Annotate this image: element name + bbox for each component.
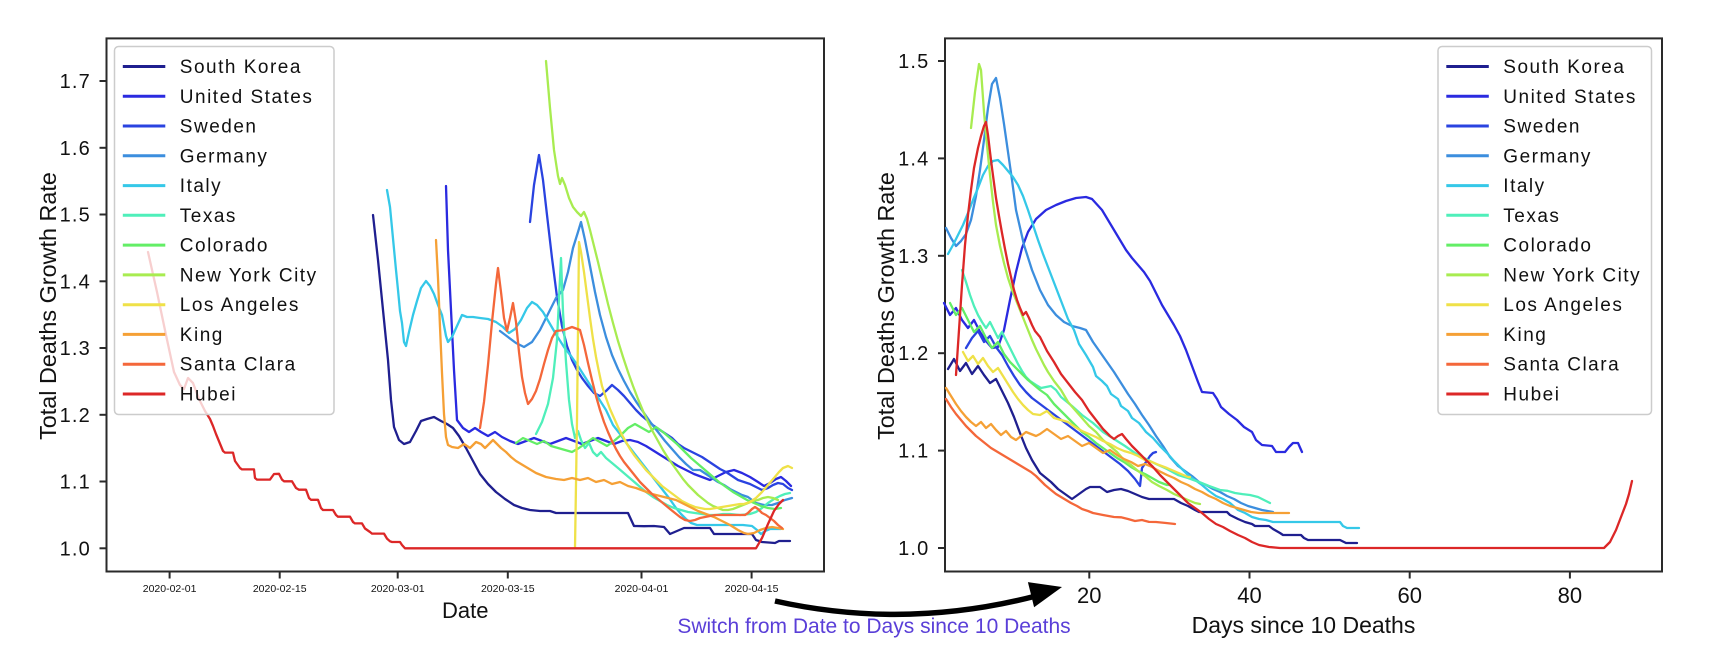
svg-text:2020-04-01: 2020-04-01: [615, 583, 669, 595]
svg-text:United States: United States: [180, 87, 314, 108]
svg-text:Sweden: Sweden: [1503, 117, 1581, 138]
svg-text:Los Angeles: Los Angeles: [1503, 295, 1623, 316]
svg-text:Total Deaths Growth Rate: Total Deaths Growth Rate: [35, 172, 61, 440]
svg-text:Texas: Texas: [180, 206, 237, 227]
svg-text:2020-03-01: 2020-03-01: [371, 583, 425, 595]
svg-text:Santa Clara: Santa Clara: [1503, 355, 1620, 376]
svg-text:United States: United States: [1503, 87, 1637, 108]
svg-text:Germany: Germany: [180, 146, 269, 167]
svg-text:Germany: Germany: [1503, 146, 1592, 167]
svg-text:New York City: New York City: [1503, 265, 1641, 286]
svg-text:South Korea: South Korea: [180, 57, 302, 78]
svg-text:Hubei: Hubei: [180, 385, 237, 406]
svg-text:South Korea: South Korea: [1503, 57, 1625, 78]
svg-text:1.0: 1.0: [60, 538, 91, 560]
svg-text:1.2: 1.2: [60, 405, 91, 427]
svg-text:New York City: New York City: [180, 265, 318, 286]
svg-text:2020-03-15: 2020-03-15: [481, 583, 535, 595]
svg-text:Hubei: Hubei: [1503, 385, 1560, 406]
svg-text:1.0: 1.0: [898, 538, 929, 560]
svg-text:Italy: Italy: [1503, 176, 1545, 197]
svg-text:2020-04-15: 2020-04-15: [725, 583, 779, 595]
svg-text:1.5: 1.5: [60, 205, 91, 227]
svg-text:Sweden: Sweden: [180, 117, 258, 138]
svg-text:1.4: 1.4: [898, 148, 929, 170]
svg-text:Colorado: Colorado: [180, 236, 269, 257]
svg-text:1.1: 1.1: [60, 472, 91, 494]
svg-text:Santa Clara: Santa Clara: [180, 355, 297, 376]
svg-text:2020-02-01: 2020-02-01: [143, 583, 197, 595]
svg-text:Texas: Texas: [1503, 206, 1560, 227]
svg-text:Date: Date: [442, 598, 488, 623]
svg-text:20: 20: [1077, 583, 1101, 608]
svg-text:80: 80: [1558, 583, 1582, 608]
svg-text:Italy: Italy: [180, 176, 222, 197]
svg-text:Switch from Date to Days since: Switch from Date to Days since 10 Deaths: [677, 615, 1070, 638]
svg-text:60: 60: [1397, 583, 1421, 608]
svg-text:Los Angeles: Los Angeles: [180, 295, 300, 316]
svg-text:King: King: [1503, 325, 1547, 346]
svg-text:1.6: 1.6: [60, 138, 91, 160]
svg-text:1.4: 1.4: [60, 271, 91, 293]
svg-text:1.3: 1.3: [898, 246, 929, 268]
svg-text:King: King: [180, 325, 224, 346]
svg-text:1.1: 1.1: [898, 441, 929, 463]
svg-text:Days since 10 Deaths: Days since 10 Deaths: [1192, 612, 1416, 638]
svg-text:Total Deaths Growth Rate: Total Deaths Growth Rate: [873, 172, 899, 440]
svg-text:1.5: 1.5: [898, 51, 929, 73]
svg-text:40: 40: [1237, 583, 1261, 608]
svg-text:2020-02-15: 2020-02-15: [253, 583, 307, 595]
svg-text:1.3: 1.3: [60, 338, 91, 360]
svg-text:1.2: 1.2: [898, 343, 929, 365]
svg-text:1.7: 1.7: [60, 71, 91, 93]
svg-text:Colorado: Colorado: [1503, 236, 1592, 257]
